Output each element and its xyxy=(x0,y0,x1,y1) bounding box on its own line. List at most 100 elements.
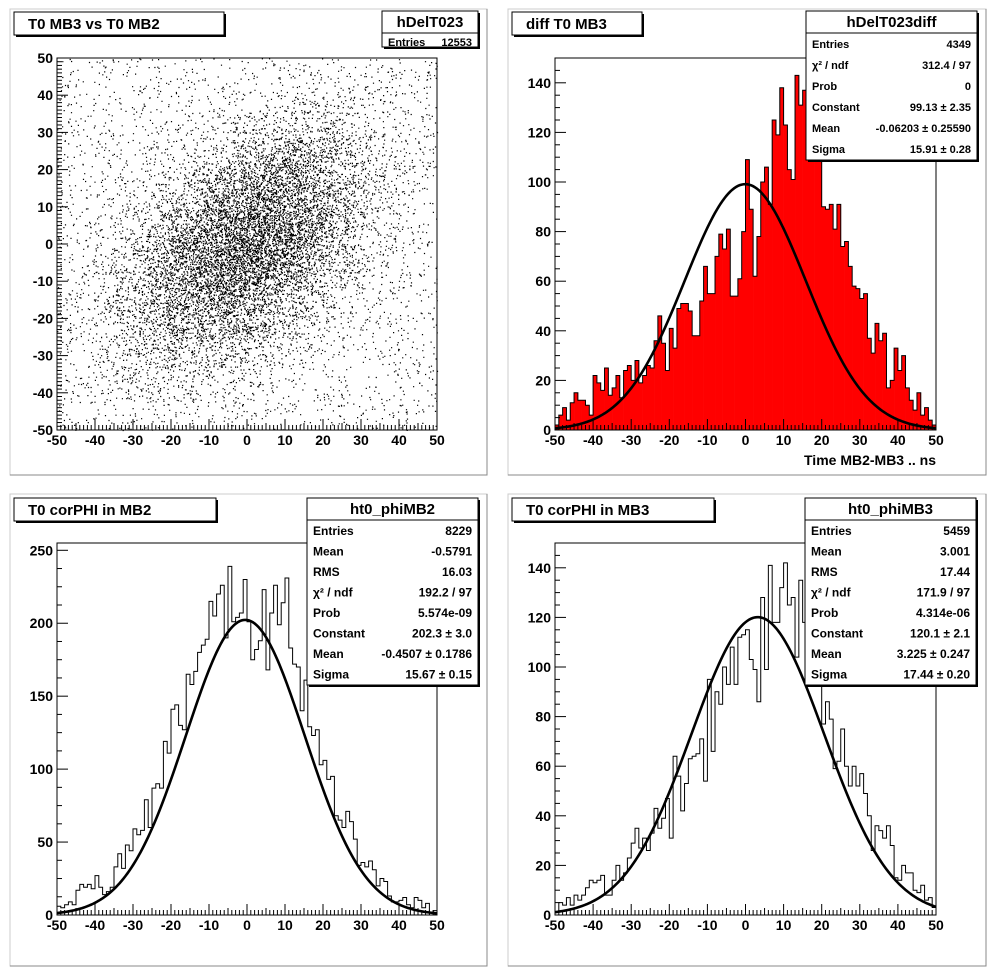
histogram-bar xyxy=(775,134,781,430)
histogram-bar xyxy=(642,375,647,430)
histogram-bar xyxy=(627,365,632,430)
stats-row-value: 3.001 xyxy=(940,544,970,558)
stats-row-label: Mean xyxy=(313,544,344,558)
stats-row-label: Sigma xyxy=(811,667,847,681)
stats-row-value: 15.91 ± 0.28 xyxy=(910,144,971,156)
stats-row-label: RMS xyxy=(313,565,340,579)
histogram-bar xyxy=(722,248,727,430)
stats-row-value: -0.06203 ± 0.25590 xyxy=(876,123,971,135)
stats-row-value: 312.4 / 97 xyxy=(922,60,971,72)
stats-row-value: 8229 xyxy=(445,524,472,538)
histogram-bar xyxy=(741,231,746,430)
stats-row-value: 3.225 ± 0.247 xyxy=(897,647,971,661)
x-tick-label: 0 xyxy=(243,917,251,933)
stats-row-value: 120.1 ± 2.1 xyxy=(910,626,970,640)
histogram-bar xyxy=(855,288,861,430)
histogram-bar xyxy=(619,397,624,430)
y-tick-label: 80 xyxy=(535,709,551,725)
stats-row-label: χ² / ndf xyxy=(812,60,849,72)
x-tick-label: 40 xyxy=(890,432,906,448)
stats-row-label: Sigma xyxy=(313,667,349,681)
histogram-bar xyxy=(791,179,796,430)
histogram-bar xyxy=(802,90,807,431)
x-tick-label: 20 xyxy=(315,432,331,448)
histogram-bar xyxy=(558,415,563,430)
stats-row-value: 5459 xyxy=(943,524,970,538)
histogram-bar xyxy=(692,335,697,430)
stats-row-label: Mean xyxy=(811,647,842,661)
y-tick-label: 150 xyxy=(30,688,54,704)
stats-box: hDelT023diff Entries 4349 χ² / ndf 312.4 / 9… xyxy=(805,10,979,162)
histogram-bar xyxy=(817,134,822,430)
histogram-bar xyxy=(859,298,864,430)
histogram-bar xyxy=(882,333,887,430)
title-box xyxy=(511,497,715,522)
histogram-bar xyxy=(684,303,689,430)
histogram-bar xyxy=(814,147,819,430)
histogram-bar xyxy=(654,340,659,430)
y-tick-label: 30 xyxy=(37,124,53,140)
x-tick-label: -50 xyxy=(545,432,565,448)
stats-row-label: Constant xyxy=(812,102,860,114)
histogram-bar xyxy=(673,348,678,430)
y-tick-label: 20 xyxy=(535,372,551,388)
title-box xyxy=(13,11,225,36)
stats-row-label: χ² / ndf xyxy=(313,585,354,599)
histogram-bar xyxy=(612,387,617,430)
scatter-point-cloud xyxy=(57,58,439,432)
y-tick-label: 50 xyxy=(37,50,53,66)
histogram-bar xyxy=(589,415,594,430)
y-tick-label: 0 xyxy=(45,907,53,923)
histogram-bar xyxy=(829,204,834,430)
y-tick-label: 40 xyxy=(535,323,551,339)
histogram-bar xyxy=(787,169,792,430)
x-tick-label: -20 xyxy=(659,917,679,933)
x-tick-label: 50 xyxy=(928,432,944,448)
y-axis: 0 20 40 60 80 100 120 140 xyxy=(528,542,566,923)
x-tick-label: -30 xyxy=(621,432,641,448)
y-tick-label: 250 xyxy=(30,542,54,558)
histogram-bar xyxy=(665,370,670,430)
x-tick-label: -50 xyxy=(545,917,565,933)
histogram-bar xyxy=(623,370,628,430)
chart-panel-1: -50 -40 -30 -20 -10 0 10 20 30 40 50 -50 -40 -30 -20 -1… xyxy=(9,8,488,476)
histogram-bar xyxy=(676,308,682,430)
histogram-bar xyxy=(635,360,640,430)
stats-row-label: Entries xyxy=(313,524,354,538)
plot-background xyxy=(57,58,437,430)
x-tick-label: 10 xyxy=(776,432,792,448)
histogram-bar xyxy=(871,353,876,430)
histogram-bar xyxy=(737,278,742,430)
y-tick-label: 120 xyxy=(528,609,552,625)
y-tick-label: 100 xyxy=(30,761,54,777)
histogram-bar xyxy=(585,405,590,430)
histogram-bar xyxy=(669,328,674,430)
stats-row-value: 202.3 ± 3.0 xyxy=(412,626,472,640)
histogram-bar xyxy=(924,407,929,430)
histogram-outline xyxy=(554,69,937,430)
stats-row-label: Constant xyxy=(313,626,365,640)
x-axis: -50 -40 -30 -20 -10 0 10 20 30 40 50 xyxy=(47,904,445,933)
stats-row-value: 171.9 / 97 xyxy=(917,585,971,599)
x-tick-label: 20 xyxy=(315,917,331,933)
stats-row-label: Mean xyxy=(811,544,842,558)
stats-row-label: χ² / ndf xyxy=(811,585,852,599)
y-tick-label: 20 xyxy=(535,857,551,873)
y-tick-label: 140 xyxy=(528,75,552,91)
pad-shadow xyxy=(508,9,987,476)
y-tick-label: 0 xyxy=(543,907,551,923)
histogram-bar xyxy=(772,120,777,430)
stats-row-label: RMS xyxy=(811,565,838,579)
y-tick-label: 0 xyxy=(45,236,53,252)
stats-row-label: Entries xyxy=(812,39,849,51)
x-tick-label: 30 xyxy=(353,432,369,448)
x-tick-label: -20 xyxy=(161,432,181,448)
histogram-bar xyxy=(734,296,739,430)
x-tick-label: -30 xyxy=(621,917,641,933)
histogram-outline xyxy=(56,565,438,915)
histogram-bar xyxy=(844,241,849,430)
x-tick-label: 10 xyxy=(277,917,293,933)
x-tick-label: -40 xyxy=(583,432,603,448)
y-tick-label: 50 xyxy=(37,834,53,850)
